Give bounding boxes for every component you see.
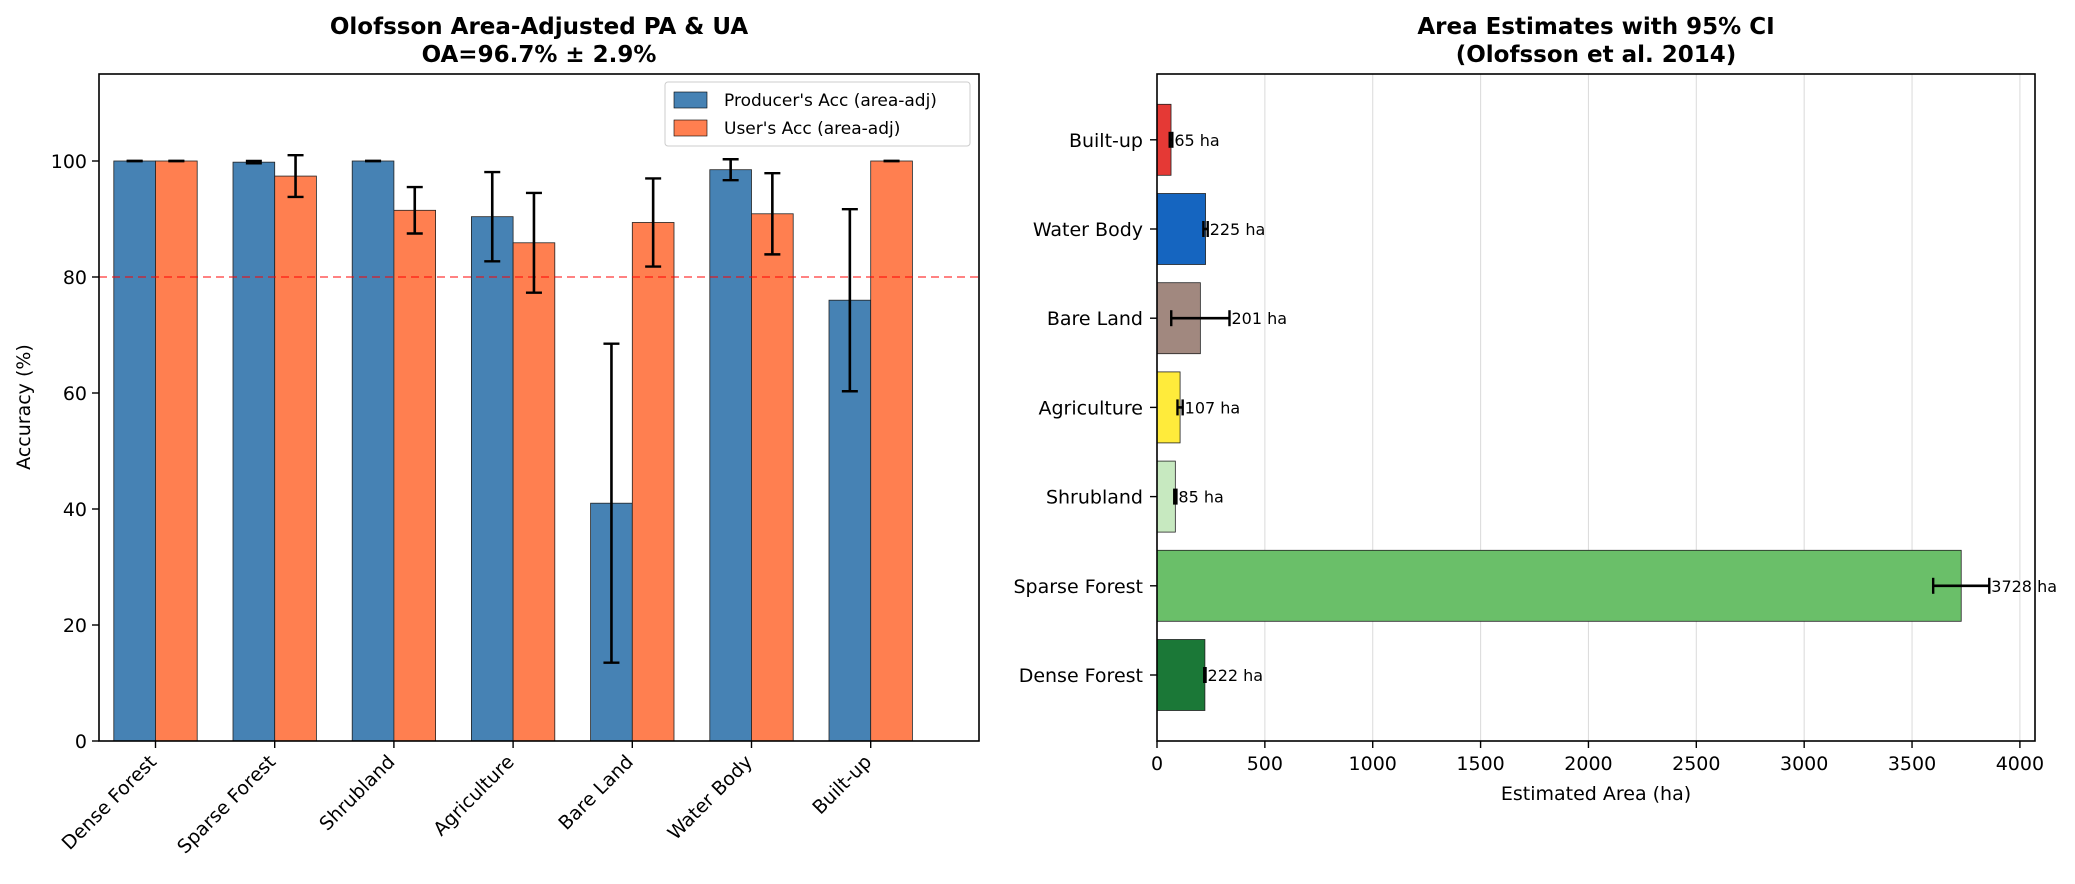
errorbar-bare-land-producers xyxy=(603,342,620,664)
area-bar-shrubland xyxy=(1156,460,1176,533)
legend-label-users: User's Acc (area-adj) xyxy=(724,119,900,139)
errorbar-agriculture-producers xyxy=(484,170,501,263)
area-x-tick-label-1000: 1000 xyxy=(1349,753,1397,775)
area-bar-water-body xyxy=(1156,193,1206,265)
bar-dense-forest-producers xyxy=(113,160,156,742)
accuracy-chart-title: Olofsson Area-Adjusted PA & UA xyxy=(330,14,748,40)
area-x-tick-label-4000: 4000 xyxy=(1996,753,2044,775)
accuracy-chart-frame xyxy=(98,73,980,742)
errorbar-sparse-forest-users xyxy=(287,153,304,199)
area-errorbar-sparse-forest xyxy=(1931,577,1991,594)
y-tick-label-40: 40 xyxy=(63,499,87,521)
legend-label-producers: Producer's Acc (area-adj) xyxy=(724,91,937,111)
errorbar-agriculture-users xyxy=(525,191,542,294)
area-errorbar-shrubland xyxy=(1173,488,1178,505)
y-tick-label-80: 80 xyxy=(63,267,87,289)
area-value-label-water-body: 225 ha xyxy=(1210,220,1266,239)
y-tick-label-100: 100 xyxy=(51,151,87,173)
bar-sparse-forest-users xyxy=(274,175,317,742)
area-value-label-agriculture: 107 ha xyxy=(1185,398,1241,417)
area-y-tick-label-bare-land: Bare Land xyxy=(1047,308,1143,330)
area-chart: Area Estimates with 95% CI (Olofsson et … xyxy=(1013,14,2057,805)
legend-swatch-producers xyxy=(673,91,708,109)
bar-agriculture-producers xyxy=(470,216,514,742)
area-x-tick-label-3500: 3500 xyxy=(1888,753,1936,775)
errorbar-bare-land-users xyxy=(645,177,662,268)
legend-swatch-users xyxy=(673,119,708,137)
area-value-label-built-up: 65 ha xyxy=(1174,131,1219,150)
area-y-tick-label-dense-forest: Dense Forest xyxy=(1019,665,1143,687)
bar-shrubland-users xyxy=(393,209,436,742)
bar-agriculture-users xyxy=(512,242,556,742)
bar-water-body-producers xyxy=(709,169,752,742)
accuracy-y-axis-label: Accuracy (%) xyxy=(13,344,35,470)
area-errorbar-water-body xyxy=(1202,221,1209,237)
legend-frame xyxy=(664,81,971,147)
area-value-label-sparse-forest: 3728 ha xyxy=(1991,577,2057,596)
y-tick-label-0: 0 xyxy=(75,731,87,753)
area-x-tick-label-0: 0 xyxy=(1151,753,1163,775)
area-y-tick-label-shrubland: Shrubland xyxy=(1046,487,1143,509)
accuracy-legend: Producer's Acc (area-adj) User's Acc (ar… xyxy=(664,81,971,147)
y-tick-label-20: 20 xyxy=(63,615,87,637)
errorbar-shrubland-users xyxy=(406,185,423,235)
bar-bare-land-users xyxy=(631,222,675,742)
area-x-tick-label-2000: 2000 xyxy=(1564,753,1612,775)
bar-built-up-users xyxy=(870,160,913,742)
area-x-tick-label-3000: 3000 xyxy=(1780,753,1828,775)
area-errorbar-dense-forest xyxy=(1203,667,1207,683)
area-x-axis-label: Estimated Area (ha) xyxy=(1501,783,1691,805)
errorbar-water-body-producers xyxy=(722,158,739,182)
area-x-tick-label-500: 500 xyxy=(1247,753,1283,775)
area-y-tick-label-agriculture: Agriculture xyxy=(1039,397,1144,419)
area-value-label-shrubland: 85 ha xyxy=(1178,488,1223,507)
area-x-tick-label-2500: 2500 xyxy=(1672,753,1720,775)
area-value-label-dense-forest: 222 ha xyxy=(1208,666,1264,685)
accuracy-chart-subtitle: OA=96.7% ± 2.9% xyxy=(422,42,657,68)
area-x-tick-label-1500: 1500 xyxy=(1456,753,1504,775)
area-errorbar-agriculture xyxy=(1176,399,1184,416)
area-bar-sparse-forest xyxy=(1156,549,1962,622)
errorbar-sparse-forest-producers xyxy=(245,159,262,165)
area-chart-subtitle: (Olofsson et al. 2014) xyxy=(1456,42,1737,68)
y-tick-label-60: 60 xyxy=(63,383,87,405)
bar-shrubland-producers xyxy=(351,160,395,742)
errorbar-water-body-users xyxy=(764,171,781,256)
area-y-tick-label-built-up: Built-up xyxy=(1069,130,1143,152)
area-errorbar-built-up xyxy=(1168,131,1174,148)
area-y-tick-label-water-body: Water Body xyxy=(1033,219,1143,241)
bar-sparse-forest-producers xyxy=(232,161,276,742)
area-bar-dense-forest xyxy=(1156,639,1206,711)
errorbar-built-up-producers xyxy=(841,207,858,393)
area-y-tick-label-sparse-forest: Sparse Forest xyxy=(1013,576,1143,598)
area-errorbar-bare-land xyxy=(1170,310,1231,327)
bar-dense-forest-users xyxy=(155,160,198,742)
bar-water-body-users xyxy=(751,213,794,742)
area-value-label-bare-land: 201 ha xyxy=(1231,309,1287,328)
area-chart-title: Area Estimates with 95% CI xyxy=(1417,14,1774,40)
